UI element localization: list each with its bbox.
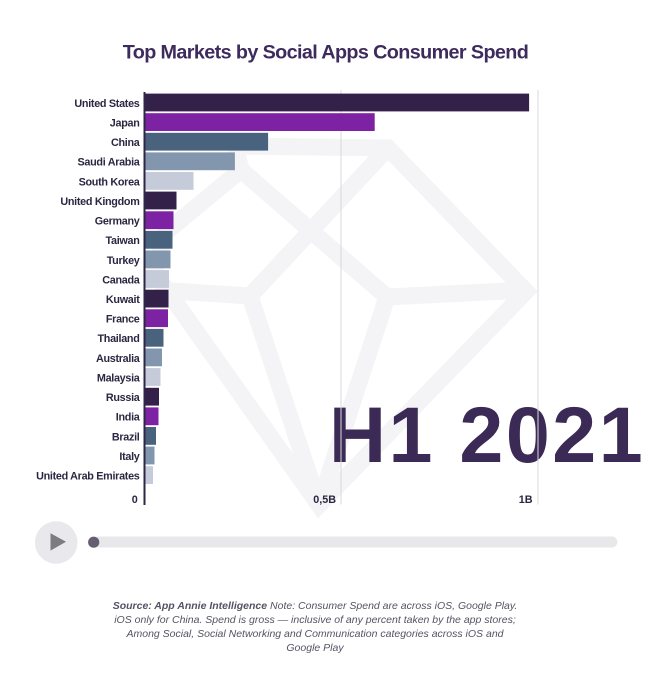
svg-text:Thailand: Thailand	[98, 333, 140, 345]
svg-text:India: India	[116, 412, 141, 424]
svg-text:0: 0	[132, 494, 138, 506]
svg-text:Turkey: Turkey	[107, 255, 140, 267]
svg-text:United Arab Emirates: United Arab Emirates	[36, 471, 140, 483]
svg-text:Top Markets by Social Apps Con: Top Markets by Social Apps Consumer Spen…	[123, 41, 528, 63]
svg-text:Germany: Germany	[95, 216, 140, 228]
svg-text:China: China	[111, 137, 141, 149]
svg-text:United States: United States	[74, 98, 139, 110]
svg-text:South Korea: South Korea	[79, 176, 141, 188]
svg-text:France: France	[106, 314, 140, 326]
svg-text:Canada: Canada	[102, 274, 140, 286]
svg-text:Japan: Japan	[110, 118, 140, 130]
svg-text:Among Social, Social Networkin: Among Social, Social Networking and Comm…	[125, 628, 504, 640]
svg-text:Italy: Italy	[119, 451, 139, 463]
svg-text:Taiwan: Taiwan	[106, 235, 140, 247]
svg-text:iOS only for China. Spend is g: iOS only for China. Spend is gross — inc…	[114, 614, 516, 626]
svg-text:Source: App Annie Intelligence: Source: App Annie Intelligence Note: Con…	[113, 600, 518, 612]
svg-text:0,5B: 0,5B	[313, 494, 336, 506]
svg-text:Saudi Arabia: Saudi Arabia	[78, 157, 141, 169]
svg-text:Kuwait: Kuwait	[106, 294, 140, 306]
svg-text:Russia: Russia	[106, 392, 141, 404]
svg-text:Brazil: Brazil	[112, 431, 140, 443]
svg-text:United Kingdom: United Kingdom	[60, 196, 139, 208]
svg-text:Google Play: Google Play	[286, 642, 344, 654]
svg-text:Malaysia: Malaysia	[97, 372, 141, 384]
svg-text:H1 2021: H1 2021	[329, 390, 645, 479]
svg-text:Australia: Australia	[96, 353, 141, 365]
svg-text:1B: 1B	[519, 494, 533, 506]
